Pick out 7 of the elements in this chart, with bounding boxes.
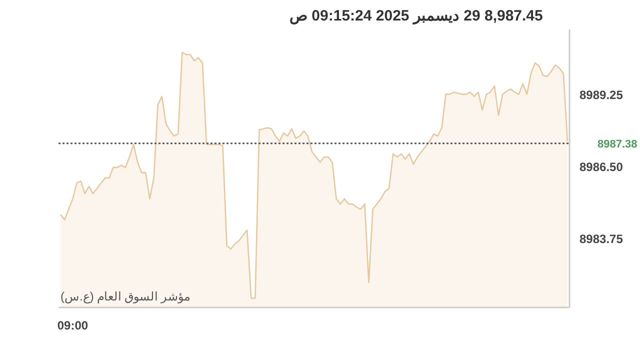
- y-tick-label: 8986.50: [580, 160, 624, 174]
- y-tick-label: 8983.75: [580, 232, 624, 246]
- y-tick-label: 8989.25: [580, 88, 624, 102]
- ref-line-label: 8987.38: [598, 138, 638, 150]
- annotation: مؤشر السوق العام (ع.س): [60, 290, 190, 304]
- x-tick-label: 09:00: [57, 318, 88, 332]
- chart-title: 8,987.45 29 ديسمبر 2025 09:15:24 ص: [290, 8, 543, 24]
